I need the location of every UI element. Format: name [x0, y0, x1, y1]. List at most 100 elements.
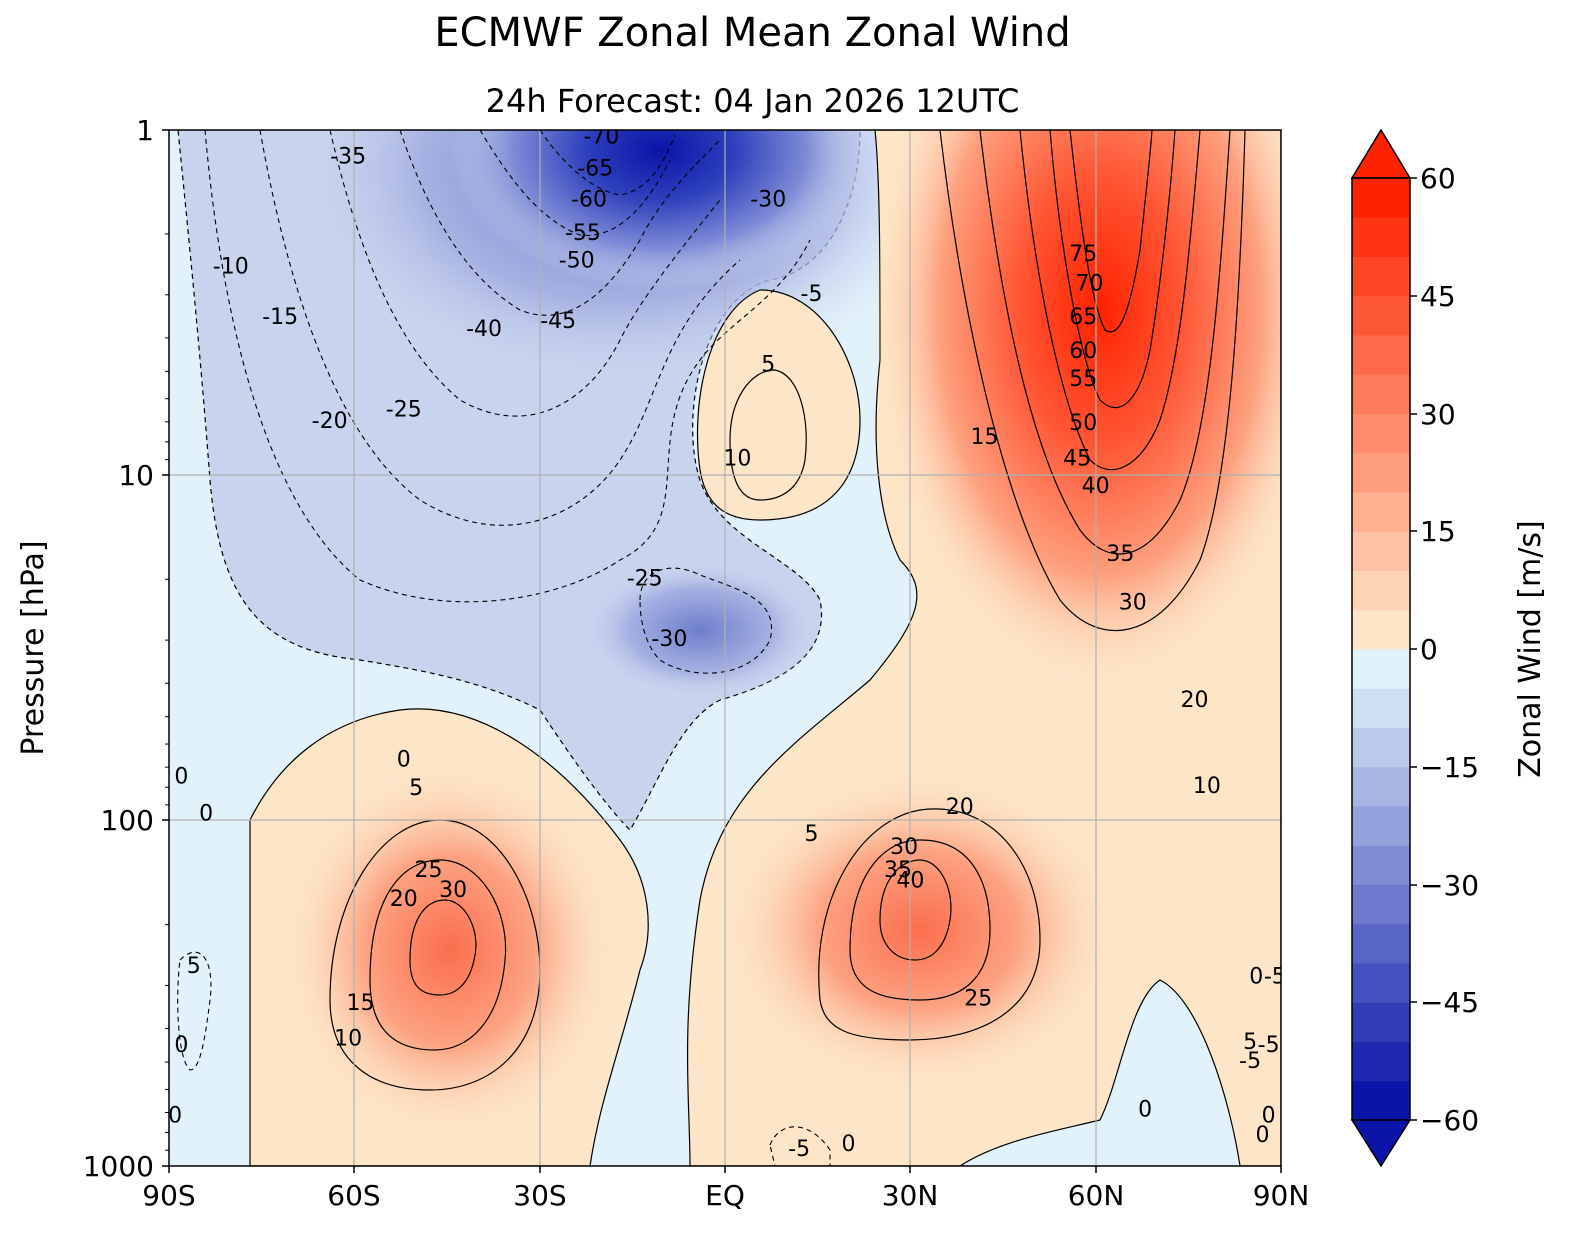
- contour-label: 60: [1069, 339, 1097, 364]
- colorbar-band: [1352, 452, 1410, 493]
- x-tick-label: 60S: [327, 1179, 380, 1212]
- contour-label: 65: [1069, 305, 1097, 330]
- colorbar-tick-label: 30: [1420, 398, 1456, 431]
- contour-label: 5: [804, 822, 818, 847]
- colorbar-band: [1352, 884, 1410, 925]
- colorbar-tick-label: −15: [1420, 751, 1479, 784]
- x-tick-label: 60N: [1068, 1179, 1125, 1212]
- colorbar-band: [1352, 570, 1410, 611]
- contour-label: 0: [1255, 1123, 1269, 1148]
- contour-label: 15: [970, 425, 998, 450]
- chart-title: ECMWF Zonal Mean Zonal Wind: [434, 10, 1071, 56]
- contour-label: 0: [168, 1104, 182, 1129]
- colorbar-tick-label: 60: [1420, 162, 1456, 195]
- colorbar-band: [1352, 923, 1410, 964]
- contour-label: 30: [439, 878, 467, 903]
- colorbar-band: [1352, 374, 1410, 414]
- colorbar-min-extension: [1350, 1119, 1412, 1168]
- contour-label: -45: [540, 309, 576, 334]
- contour-label: -5: [1264, 965, 1286, 990]
- colorbar-band: [1352, 217, 1410, 257]
- colorbar: 60 45 30 15 0 −15 −30 −45 −60 Zonal Wind…: [1350, 128, 1548, 1168]
- colorbar-band: [1352, 963, 1410, 1003]
- y-tick-label: 1: [136, 114, 154, 147]
- contour-label: 20: [1181, 688, 1209, 713]
- x-tick-label: EQ: [705, 1179, 745, 1212]
- x-tick-label: 90N: [1253, 1179, 1310, 1212]
- contour-label: 45: [1063, 447, 1091, 472]
- x-tick-label: 90S: [142, 1179, 195, 1212]
- contour-label: -70: [583, 124, 619, 149]
- contour-label: 10: [1193, 774, 1221, 799]
- plot-area: -35-70-65-60-55-50-30-10-15 -40 -45-55-20-…: [168, 124, 1286, 1166]
- colorbar-band: [1352, 1080, 1410, 1121]
- colorbar-band: [1352, 492, 1410, 532]
- y-minor-ticks: [165, 233, 169, 1151]
- contour-label: 25: [964, 987, 992, 1012]
- easterly-lower-pocket: [580, 560, 820, 700]
- contour-label: 30: [1119, 590, 1147, 615]
- colorbar-band: [1352, 727, 1410, 768]
- colorbar-band: [1352, 1041, 1410, 1082]
- colorbar-bands: [1352, 178, 1410, 1121]
- contour-label: 5: [1243, 1030, 1257, 1055]
- x-tick-label: 30S: [513, 1179, 566, 1212]
- contour-label: 25: [414, 858, 442, 883]
- y-axis-label: Pressure [hPa]: [16, 540, 51, 755]
- contour-label: -65: [577, 156, 613, 181]
- contour-label: -35: [330, 144, 366, 169]
- colorbar-tick-label: 45: [1420, 280, 1456, 313]
- chart-subtitle: 24h Forecast: 04 Jan 2026 12UTC: [485, 82, 1020, 120]
- colorbar-band: [1352, 335, 1410, 375]
- colorbar-tick-label: −45: [1420, 986, 1479, 1019]
- westerly-tropical-region: [697, 289, 861, 521]
- contour-label: 75: [1069, 242, 1097, 267]
- contour-label: 10: [723, 447, 751, 472]
- contour-label: 35: [1106, 542, 1134, 567]
- y-axis: 1 10 100 1000 Pressure [hPa]: [16, 114, 169, 1183]
- contour-label: 0: [1138, 1097, 1152, 1122]
- colorbar-band: [1352, 413, 1410, 454]
- colorbar-max-extension: [1350, 128, 1412, 179]
- contour-label: 10: [334, 1026, 362, 1051]
- contour-label: 5: [761, 352, 775, 377]
- contour-label: 55: [1069, 367, 1097, 392]
- colorbar-tick-label: −60: [1420, 1104, 1479, 1137]
- contour-label: -25: [386, 398, 422, 423]
- contour-label: 15: [347, 991, 375, 1016]
- contour-label: 0: [174, 1033, 188, 1058]
- contour-label: -40: [466, 317, 502, 342]
- contour-label: 0: [1262, 1104, 1276, 1129]
- contour-label: 0: [174, 765, 188, 790]
- colorbar-tick-label: 15: [1420, 515, 1456, 548]
- colorbar-band: [1352, 295, 1410, 336]
- colorbar-band: [1352, 766, 1410, 807]
- nh-polar-jet-fill: [870, 130, 1281, 690]
- colorbar-band: [1352, 531, 1410, 571]
- contour-label: 0: [1249, 965, 1263, 990]
- colorbar-tick-label: −30: [1420, 869, 1479, 902]
- contour-label: -5: [801, 282, 823, 307]
- colorbar-band: [1352, 256, 1410, 297]
- colorbar-band: [1352, 806, 1410, 846]
- contour-label: -25: [627, 566, 663, 591]
- easterly-jet-core: [450, 130, 870, 290]
- gridlines: [169, 130, 1281, 1166]
- contour-label-layer: -35-70-65-60-55-50-30-10-15 -40 -45-55-20-…: [168, 124, 1286, 1162]
- colorbar-band: [1352, 845, 1410, 885]
- colorbar-band: [1352, 649, 1410, 689]
- contour-label: -60: [571, 187, 607, 212]
- y-tick-label: 1000: [83, 1150, 154, 1183]
- contour-label: 30: [890, 835, 918, 860]
- contour-label: 5: [187, 954, 201, 979]
- colorbar-band: [1352, 1002, 1410, 1042]
- contour-label: 5: [409, 776, 423, 801]
- contour-label: 0: [397, 748, 411, 773]
- contour-label: -30: [750, 187, 786, 212]
- contour-label: -55: [565, 221, 601, 246]
- sh-jet-fill: [280, 760, 620, 1140]
- colorbar-band: [1352, 688, 1410, 728]
- x-axis: 90S 60S 30S EQ 30N 60N 90N: [142, 1166, 1309, 1212]
- contour-label: 20: [946, 795, 974, 820]
